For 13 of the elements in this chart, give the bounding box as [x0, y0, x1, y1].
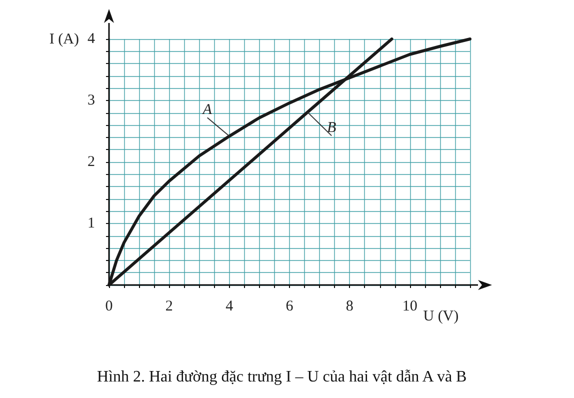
text: Hình 2. Hai đường đặc trưng I – U của hai vật dẫn A và B	[97, 368, 467, 386]
x-tick-label: 2	[165, 298, 173, 314]
y-tick-label: 2	[88, 154, 95, 170]
y-tick-label: 4	[88, 31, 96, 47]
x-tick-label: 4	[226, 298, 234, 314]
y-tick-label: 1	[88, 216, 95, 232]
y-axis-title: I (A)	[49, 32, 79, 48]
x-tick-label: 8	[346, 298, 354, 314]
x-tick-label: 0	[105, 298, 113, 314]
y-tick-label: 3	[88, 92, 95, 108]
x-tick-label: 10	[402, 298, 418, 314]
x-tick-label: 6	[286, 298, 294, 314]
x-axis-title: U (V)	[423, 308, 459, 324]
